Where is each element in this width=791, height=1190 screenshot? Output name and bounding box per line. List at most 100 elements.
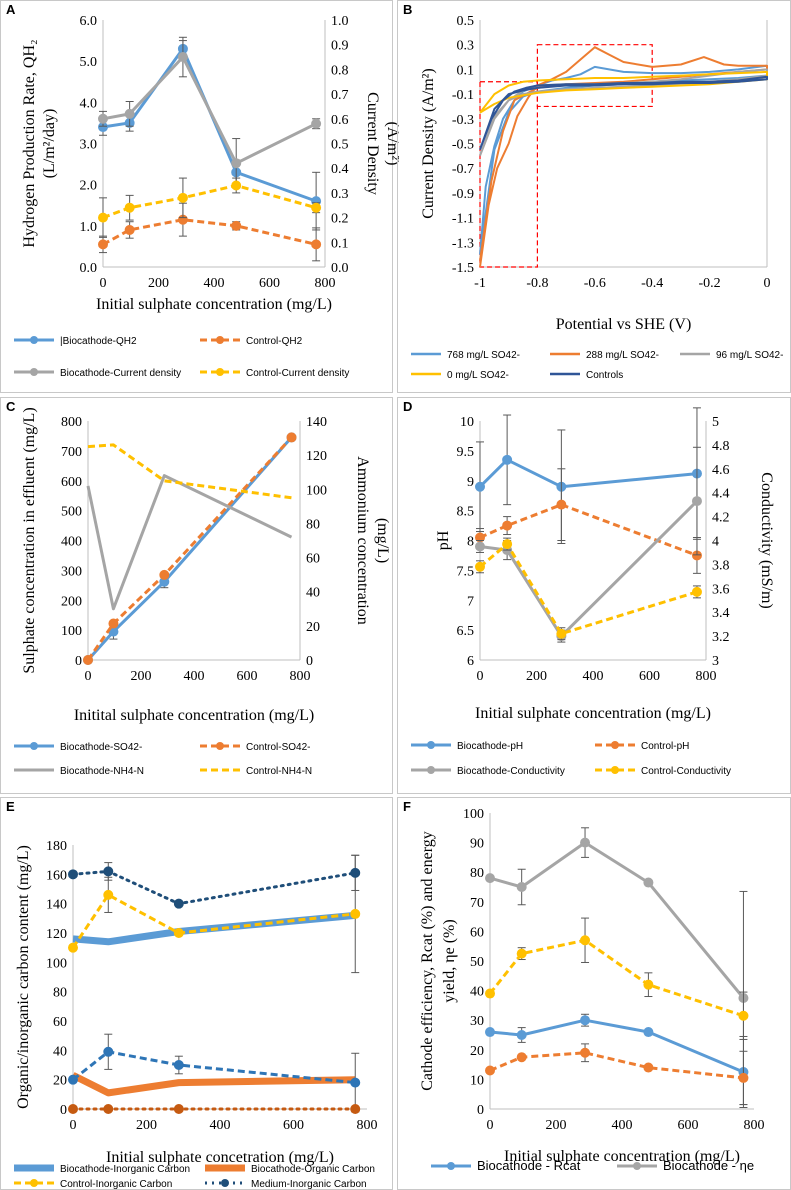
data-point: [580, 1047, 591, 1058]
y-tick-label: 0.3: [457, 39, 475, 54]
data-point: [485, 1027, 495, 1038]
data-point: [485, 1065, 495, 1076]
y-tick-label: 300: [61, 564, 82, 579]
y-tick-label: -0.3: [452, 113, 474, 128]
data-point: [643, 1062, 654, 1073]
data-point: [350, 867, 361, 878]
x-tick-label: 800: [744, 1118, 765, 1133]
x-tick-label: 400: [583, 669, 604, 684]
y-tick-label: 8.5: [457, 505, 475, 520]
y-tick-label: 180: [46, 839, 67, 854]
x-tick-label: 0: [477, 669, 484, 684]
y2-tick-label: 140: [306, 415, 327, 430]
y2-tick-label: 0.0: [331, 261, 349, 276]
legend-item: Biocathode-Current density: [14, 368, 181, 379]
legend-label: Control-SO42-: [246, 742, 310, 753]
y-tick-label: 90: [470, 837, 484, 852]
panel-letter: F: [403, 799, 411, 814]
series-control-e: [485, 917, 749, 1040]
legend-label: 0 mg/L SO42-: [447, 370, 509, 381]
legend-label: Biocathode-NH4-N: [60, 766, 144, 777]
y2-tick-label: 3.2: [712, 630, 730, 645]
series-line: [87, 443, 292, 500]
y-tick-label: 2.0: [80, 179, 98, 194]
y-tick-label: 0.0: [80, 261, 98, 276]
panel-d: D 6 6.5 7 7.5 8 8.5 9 9.5 10 3 3.2 3.4 3.6 3.8 4 4.2 4.4 4…: [397, 397, 791, 794]
series-line: [72, 1050, 356, 1085]
data-point: [738, 1010, 749, 1021]
legend-marker: [427, 741, 435, 749]
data-point: [311, 118, 322, 129]
data-point: [83, 655, 93, 665]
series-biocathode-rcat: [485, 1013, 749, 1109]
data-point: [177, 192, 188, 203]
y-axis-label: Cathode efficiency, Rcat (%) and energy: [419, 831, 436, 1091]
data-point: [350, 908, 361, 919]
y-tick-label: 500: [61, 505, 82, 520]
y-tick-label: 0.1: [457, 63, 475, 78]
data-point: [350, 1104, 361, 1114]
y2-tick-label: 0.1: [331, 236, 349, 251]
series-line: [102, 218, 317, 246]
series-line: [479, 503, 698, 557]
data-point: [475, 481, 485, 492]
series-controls: [479, 75, 768, 151]
y-tick-label: 6.5: [457, 624, 475, 639]
x-tick-label: 0: [764, 276, 771, 291]
data-point: [580, 935, 591, 946]
legend-item: Control-Conductivity: [595, 766, 731, 777]
series-line: [102, 55, 317, 165]
y-tick-label: 20: [53, 1074, 67, 1089]
data-point: [98, 212, 108, 223]
series-line: [479, 70, 768, 114]
data-point: [556, 499, 567, 510]
legend-item: Biocathode-pH: [411, 741, 523, 752]
y2-axis-label: (mg/L): [374, 518, 391, 563]
legend-item: Biocathode-Inorganic Carbon: [14, 1164, 190, 1175]
y-tick-label: 40: [53, 1044, 67, 1059]
series-biocathode-organic-carbon: [71, 1072, 356, 1097]
y-axis-label: (L/m²/day): [41, 109, 58, 179]
x-tick-label: 400: [204, 276, 225, 291]
y-axis-label: yield, ηe (%): [441, 919, 458, 1002]
legend-marker: [216, 742, 224, 750]
data-point: [231, 158, 242, 169]
legend-item: Biocathode-Conductivity: [411, 766, 565, 777]
data-point: [350, 1077, 361, 1088]
data-point: [311, 239, 322, 250]
y-tick-label: 4.0: [80, 96, 98, 111]
y2-tick-label: 0.7: [331, 88, 349, 103]
data-point: [68, 1104, 78, 1114]
data-point: [516, 882, 527, 892]
series-biocathode-nh4-n: [86, 474, 293, 611]
legend-label: Biocathode-Conductivity: [457, 766, 565, 777]
data-point: [502, 520, 513, 531]
legend-item: 0 mg/L SO42-: [411, 370, 509, 381]
legend-marker: [216, 336, 224, 344]
legend-marker: [30, 368, 38, 376]
y-tick-label: 0: [75, 654, 82, 669]
x-tick-label: 600: [237, 669, 258, 684]
y2-tick-label: 3.6: [712, 582, 730, 597]
data-point: [68, 869, 78, 880]
highlight-box: [479, 81, 539, 268]
data-point: [691, 496, 702, 507]
series-line: [478, 458, 698, 489]
y-tick-label: 7.5: [457, 564, 475, 579]
panel-a: A 0.0 1.0 2.0 3.0 4.0 5.0 6.0 0.0 0.1 0.2 0.3 0.4 0.5…: [0, 0, 401, 393]
panel-c: C010020030040050060070080002040608010012…: [0, 397, 393, 794]
series-line: [479, 500, 699, 638]
x-axis-label: Initial sulphate concentration (mg/L): [96, 296, 332, 313]
legend: |Biocathode-QH2 Control-QH2 Biocathode-Cur…: [14, 336, 349, 379]
series-line: [86, 436, 293, 661]
data-point: [124, 202, 135, 213]
legend-item: Biocathode-NH4-N: [14, 766, 144, 777]
y2-tick-label: 4.4: [712, 487, 730, 502]
y2-tick-label: 0: [306, 654, 313, 669]
y2-axis-label: Current Density: [364, 92, 381, 195]
data-point: [103, 866, 114, 877]
legend-marker: [611, 766, 619, 774]
data-point: [485, 988, 495, 999]
y2-axis-label: (A/m²): [384, 122, 401, 166]
legend-item: 768 mg/L SO42-: [411, 350, 520, 361]
